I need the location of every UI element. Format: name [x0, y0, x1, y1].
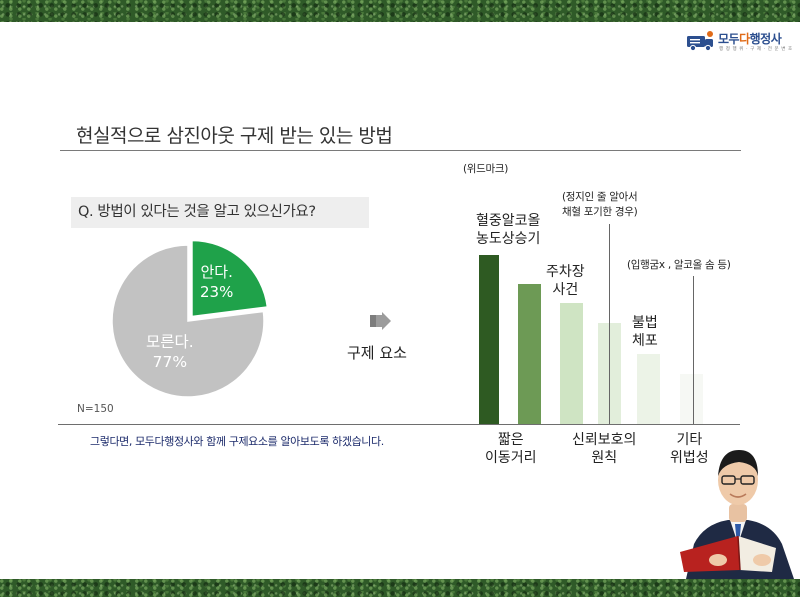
factor-note-leader-4: [609, 224, 610, 424]
page-title: 현실적으로 삼진아웃 구제 받는 있는 방법: [76, 125, 393, 147]
factor-note-line: (위드마크): [463, 163, 509, 175]
remedy-factors-label: 구제 요소: [347, 344, 407, 362]
factor-label-line: 불법: [632, 315, 658, 331]
pie-slice-known: [191, 239, 269, 318]
pie-label-known-text: 안다.: [200, 263, 233, 281]
factor-label-line: 신뢰보호의: [572, 432, 637, 448]
pie-label-unknown: 모른다. 77%: [146, 332, 194, 372]
factor-label-line: 농도상승기: [476, 231, 541, 247]
factor-note-line: (입행굼x , 알코올 솜 등): [627, 259, 731, 271]
arrow-right-icon: [370, 312, 391, 330]
survey-question: Q. 방법이 있다는 것을 알고 있으신가요?: [71, 197, 369, 228]
factor-label-line: 체포: [632, 333, 658, 349]
factor-note-1: (위드마크): [463, 162, 508, 177]
factor-note-line: 채혈 포기한 경우): [562, 206, 638, 218]
factor-bar-3: [560, 303, 583, 424]
logo-wordmark: 모두다행정사: [718, 32, 782, 46]
pie-slice-unknown: [111, 244, 265, 398]
factor-bar-6: [680, 374, 703, 424]
factor-label-line: 위법성: [670, 450, 709, 466]
factor-label-line: 원칙: [591, 450, 618, 466]
factor-note-leader-6: [693, 276, 694, 424]
factor-bar-5: [637, 354, 660, 424]
presenter-photo: [680, 450, 794, 579]
factor-label-line: 혈중알코올: [476, 213, 541, 229]
factor-bar-2: [518, 284, 541, 424]
decorative-top-band: [0, 0, 800, 22]
factor-bar-1: [479, 255, 499, 424]
factor-note-6: (입행굼x , 알코올 솜 등): [627, 258, 731, 273]
factor-label-line: 짧은: [497, 432, 524, 448]
title-divider: [60, 150, 741, 151]
pie-label-unknown-text: 모른다.: [146, 333, 194, 351]
truck-logo-icon: [687, 31, 713, 52]
awareness-pie-chart: [111, 239, 269, 398]
company-logo[interactable]: 모두다행정사 행 정 행 위 · 구 제 · 전 문 변 호: [686, 28, 794, 56]
factor-label-line: 사건: [552, 282, 579, 298]
factor-label-line: 주차장: [546, 264, 585, 280]
footer-note: 그렇다면, 모두다행정사와 함께 구제요소를 알아보도록 하겠습니다.: [90, 435, 384, 448]
pie-label-unknown-pct: 77%: [152, 353, 188, 371]
pie-label-known-pct: 23%: [200, 283, 234, 301]
pie-label-known: 안다. 23%: [200, 262, 233, 302]
factor-note-line: (정지인 줄 알아서: [562, 191, 638, 203]
logo-tagline: 행 정 행 위 · 구 제 · 전 문 변 호: [719, 47, 793, 52]
chart-baseline: [58, 424, 740, 425]
decorative-bottom-band: [0, 579, 800, 597]
factor-label-line: 이동거리: [485, 450, 537, 466]
factor-label-line: 기타: [676, 432, 703, 448]
sample-size: N=150: [77, 403, 114, 415]
